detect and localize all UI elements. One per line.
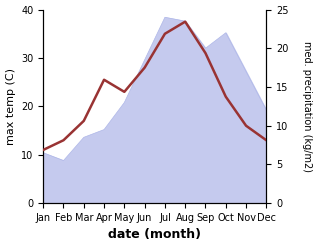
Y-axis label: med. precipitation (kg/m2): med. precipitation (kg/m2): [302, 41, 313, 172]
X-axis label: date (month): date (month): [108, 228, 201, 242]
Y-axis label: max temp (C): max temp (C): [5, 68, 16, 145]
